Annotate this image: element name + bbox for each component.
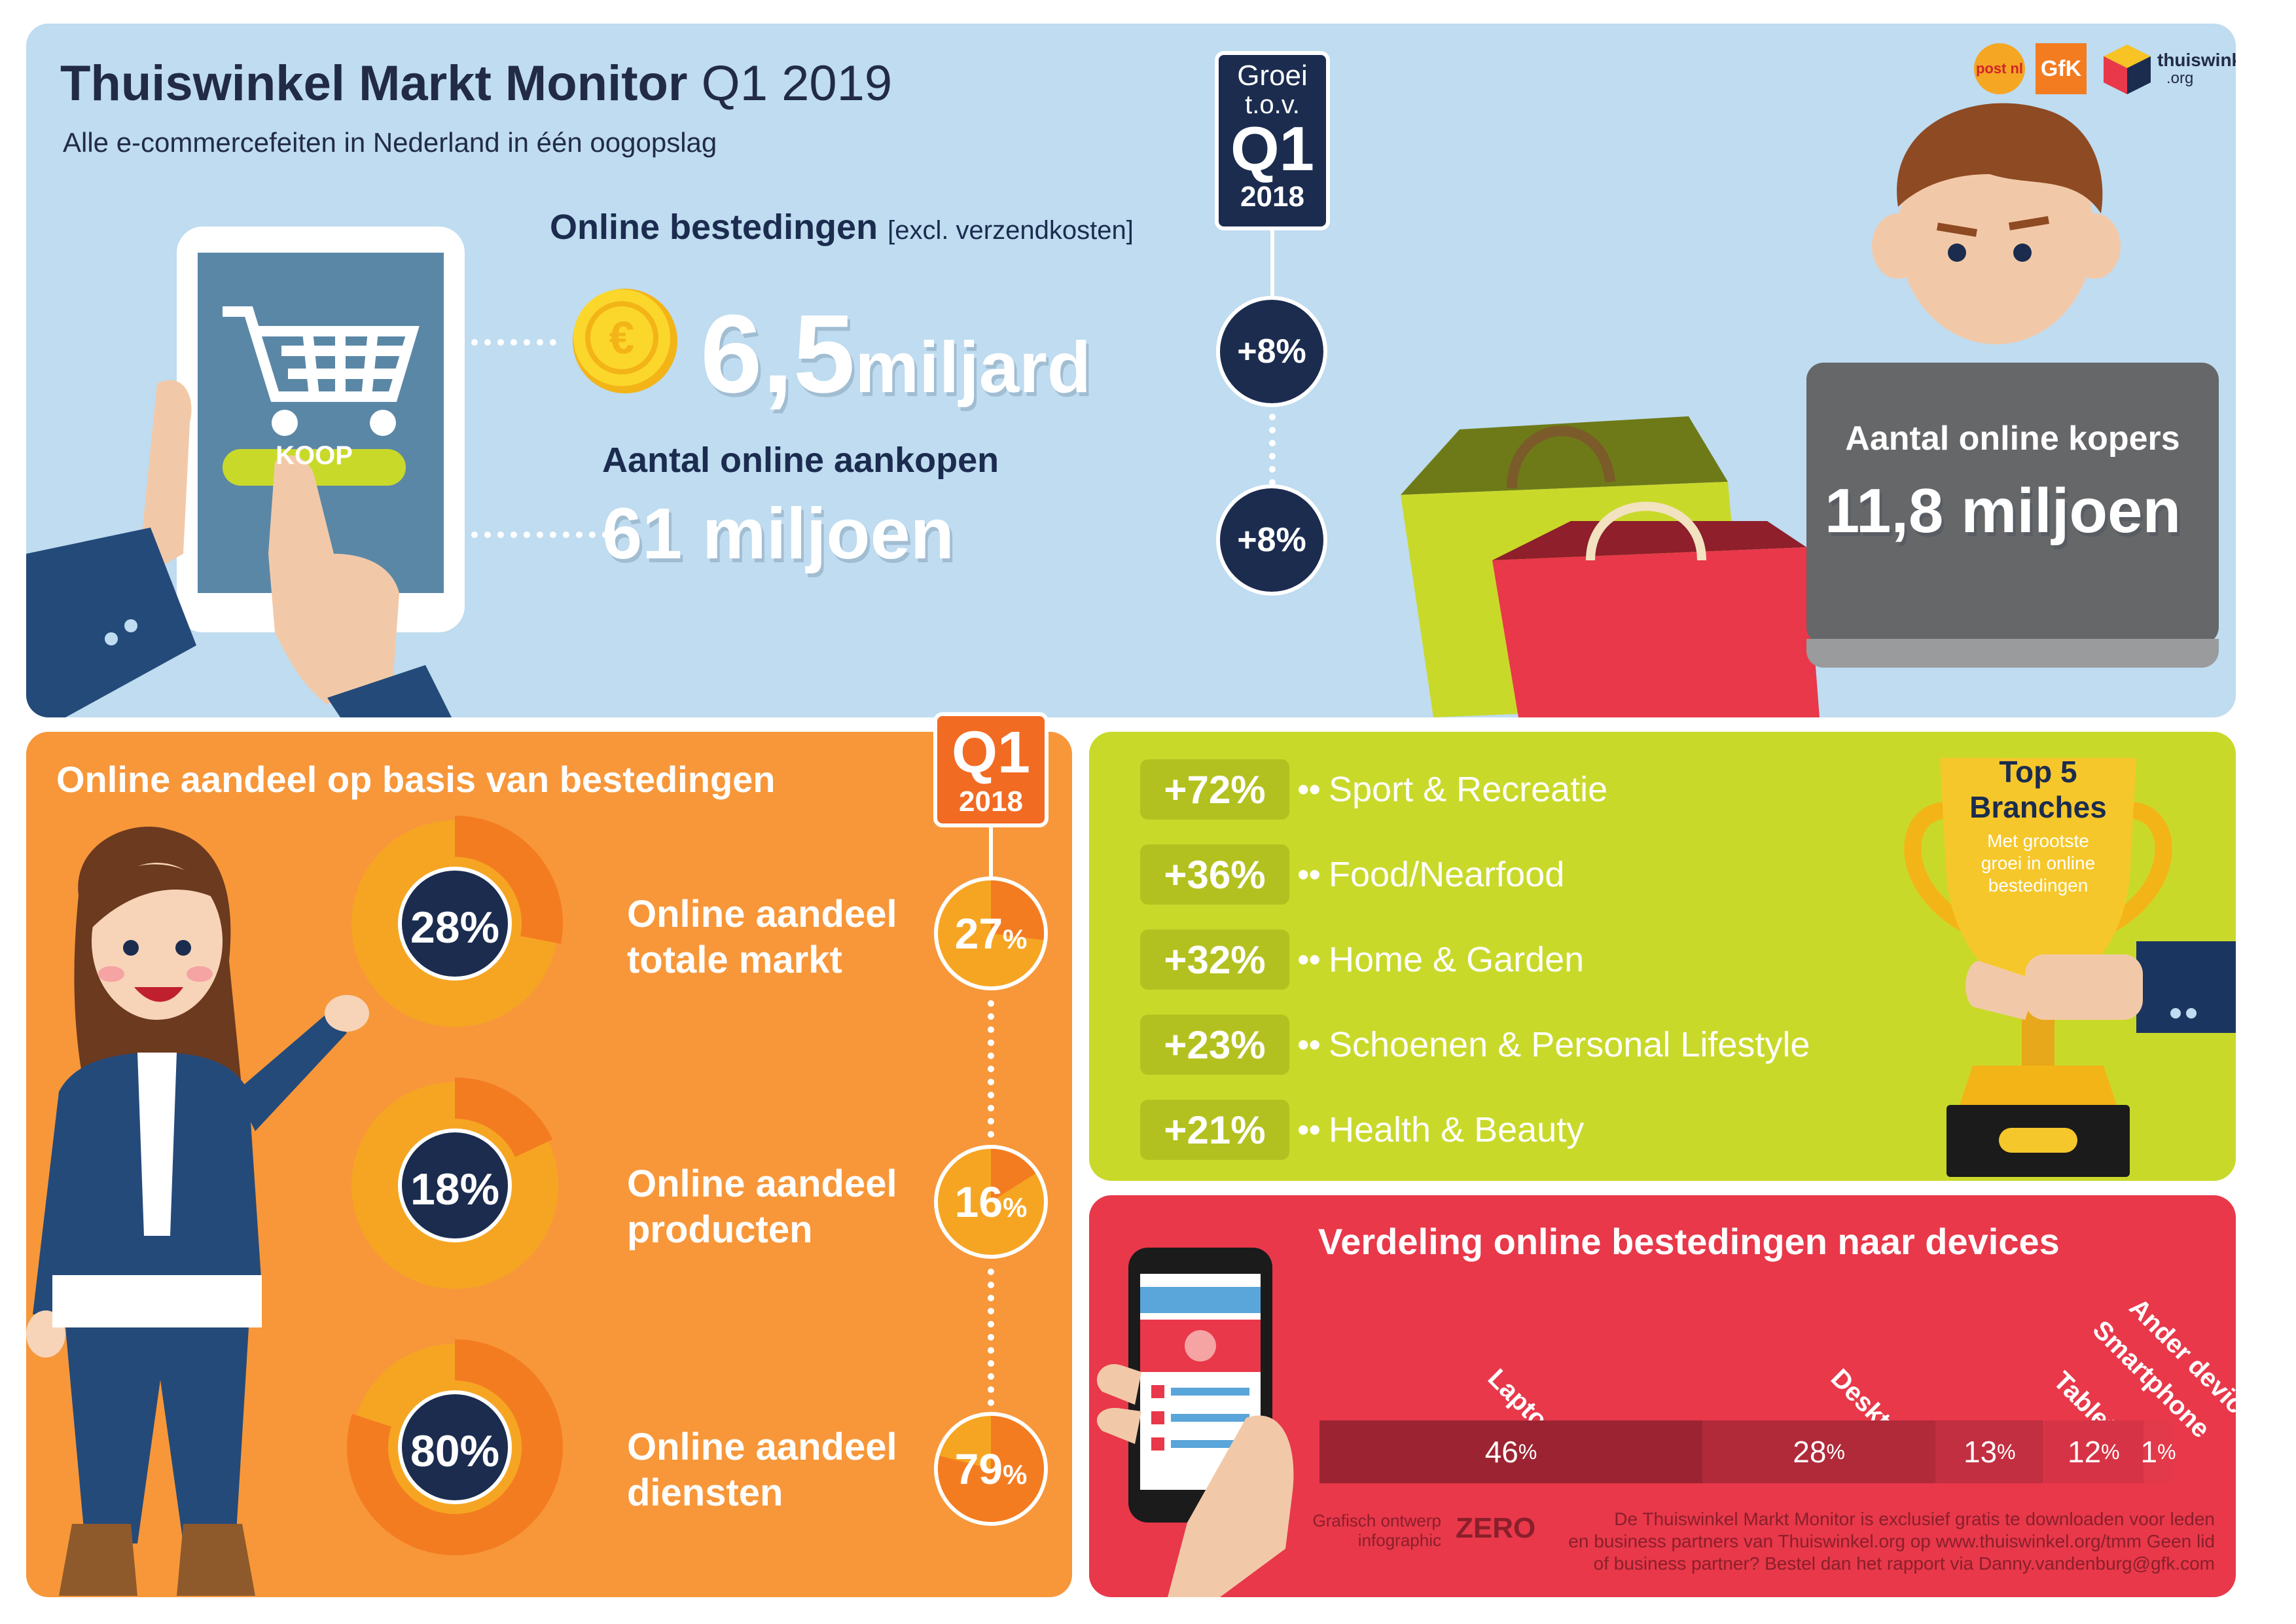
branches-panel: +72% •• Sport & Recreatie +36% •• Food/N… (1089, 732, 2236, 1181)
footer-note: De Thuiswinkel Markt Monitor is exclusie… (1568, 1509, 2215, 1574)
koop-button: KOOP (276, 441, 353, 470)
cart-icon (223, 306, 420, 402)
device-bar-smartphone: 12% (2043, 1420, 2144, 1483)
share-wedge (991, 880, 1045, 941)
purchases-growth-badge: +8% (1216, 484, 1327, 596)
share-wedge (937, 1416, 1044, 1522)
prev-pct-total: 27% (954, 909, 1028, 958)
prev-pct-services: 79% (954, 1445, 1028, 1493)
share-panel: Online aandeel op basis van bestedingen … (26, 712, 1072, 1597)
laptop-illustration (1806, 363, 2219, 644)
branch-pct: +36% (1140, 844, 1289, 905)
prev-ring-total (934, 876, 1048, 990)
share-title: Online aandeel op basis van bestedingen (56, 759, 776, 800)
branch-pct: +32% (1140, 929, 1289, 990)
trophy-icon (1904, 758, 2236, 1177)
branch-name: Food/Nearfood (1329, 855, 1565, 894)
purchases-connector (445, 532, 609, 538)
woman-illustration (26, 826, 369, 1596)
share-label-products: Online aandeel producten (627, 1163, 897, 1251)
branch-row: +23% •• Schoenen & Personal Lifestyle (1140, 1015, 1810, 1075)
growth-tag: Groei t.o.v. Q1 2018 (1215, 51, 1330, 230)
postnl-logo: post nl (1974, 43, 2025, 94)
gfk-logo: GfK (2036, 43, 2087, 94)
device-bar-other: 1% (2141, 1420, 2176, 1483)
page-title: Thuiswinkel Markt Monitor Q1 2019 (60, 56, 893, 111)
branch-row: +21% •• Health & Beauty (1140, 1100, 1584, 1160)
laptop-base (1806, 639, 2219, 668)
coin-icon: € (573, 289, 677, 393)
tablet-hand-illustration (26, 226, 465, 717)
branch-name: Health & Beauty (1329, 1110, 1585, 1149)
prev-dots-2 (988, 1269, 994, 1406)
branch-dots: •• (1297, 1026, 1321, 1063)
branch-row: +72% •• Sport & Recreatie (1140, 759, 1607, 820)
thuiswinkel-logo-text: thuiswinkel (2157, 50, 2236, 70)
share-pct-total: 28% (410, 903, 500, 952)
thuiswinkel-cube-icon (2104, 45, 2151, 94)
share-label-services: Online aandeel diensten (627, 1426, 897, 1514)
zero-logo: ZERO (1456, 1512, 1536, 1544)
prev-pct-products: 16% (954, 1178, 1028, 1226)
branch-dots: •• (1297, 771, 1321, 808)
shopping-bags-illustration (1401, 416, 1820, 717)
footer-credit: Grafisch ontwerp infographic (1312, 1511, 1441, 1550)
thuiswinkel-logo-org: .org (2166, 69, 2194, 87)
branch-pct: +21% (1140, 1100, 1289, 1160)
ring-services (347, 1339, 563, 1555)
page-subtitle: Alle e-commercefeiten in Nederland in éé… (63, 127, 717, 158)
branch-name: Sport & Recreatie (1329, 770, 1608, 809)
prev-ring-products (934, 1145, 1048, 1259)
growth-dots (1269, 414, 1276, 499)
growth-line (1270, 230, 1274, 316)
branch-pct: +72% (1140, 759, 1289, 820)
branch-row: +36% •• Food/Nearfood (1140, 844, 1564, 905)
q1-2018-tag: Q1 2018 (933, 712, 1049, 827)
share-pct-services: 80% (410, 1426, 500, 1476)
buyers-value: 11,8 miljoen (1824, 476, 2181, 546)
share-wedge (991, 1149, 1036, 1202)
devices-panel: Verdeling online bestedingen naar device… (1089, 1195, 2236, 1597)
share-pct-products: 18% (410, 1164, 500, 1214)
device-bar-desktop: 28% (1702, 1420, 1936, 1483)
purchases-label: Aantal online aankopen (602, 441, 999, 480)
device-bar-laptop: 46% (1319, 1420, 1703, 1483)
branch-name: Home & Garden (1329, 940, 1585, 979)
top-panel: Thuiswinkel Markt Monitor Q1 2019 Alle e… (26, 24, 2236, 717)
buyers-label: Aantal online kopers (1845, 420, 2180, 458)
prev-dots-1 (988, 1000, 994, 1138)
boy-illustration (1872, 103, 2121, 344)
branch-dots: •• (1297, 941, 1321, 978)
prev-ring-services (934, 1412, 1048, 1526)
branch-pct: +23% (1140, 1015, 1289, 1075)
share-wedge (347, 1339, 563, 1555)
spending-connector (445, 339, 556, 346)
branch-row: +32% •• Home & Garden (1140, 929, 1584, 990)
branch-name: Schoenen & Personal Lifestyle (1329, 1025, 1810, 1064)
ring-total-market (351, 816, 563, 1027)
devices-title: Verdeling online bestedingen naar device… (1318, 1221, 2060, 1262)
ring-products (351, 1077, 558, 1289)
device-bar-tablet: 13% (1935, 1420, 2044, 1483)
branch-dots: •• (1297, 1111, 1321, 1148)
spending-label: Online bestedingen [excl. verzendkosten] (550, 208, 1134, 247)
purchases-value: 61 miljoen (602, 494, 954, 574)
spending-growth-badge: +8% (1216, 296, 1327, 407)
trophy-caption: Top 5 Branches Met grootste groei in onl… (1969, 755, 2107, 895)
spending-value: 6,5miljard (700, 292, 1091, 416)
smartphone-hand-illustration (1096, 1248, 1294, 1597)
branch-dots: •• (1297, 856, 1321, 893)
svg-text:€: € (609, 312, 635, 363)
device-bar-chart: 46% 28% 13% 12% 1% (1319, 1195, 2210, 1597)
share-label-total: Online aandeel totale markt (627, 893, 897, 981)
